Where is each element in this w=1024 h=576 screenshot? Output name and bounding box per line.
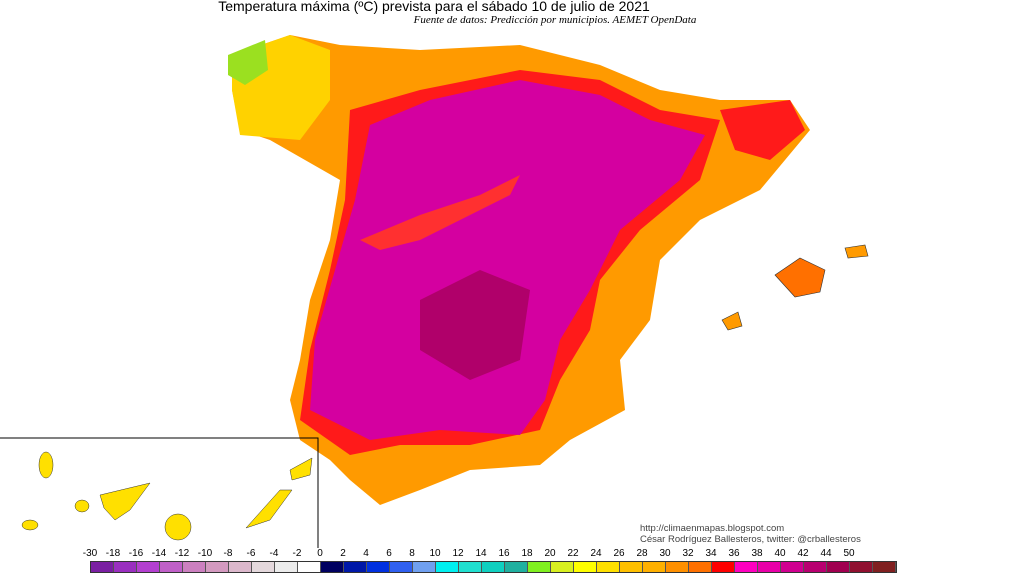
gran-canaria bbox=[164, 513, 192, 541]
legend-label: 32 bbox=[682, 548, 694, 559]
legend-swatch bbox=[298, 562, 321, 572]
east-red bbox=[720, 100, 805, 160]
legend-label: 6 bbox=[386, 548, 392, 559]
legend-label: 36 bbox=[728, 548, 740, 559]
color-legend: -30 -18 -16 -14 -12 -10 -8 -6 -4 -2 0 2 4 6 8 10 12 14 16 1… bbox=[83, 548, 897, 576]
legend-swatch bbox=[344, 562, 367, 572]
mallorca bbox=[774, 257, 826, 298]
legend-label: 44 bbox=[820, 548, 832, 559]
inset-frame bbox=[0, 437, 319, 548]
legend-label: 38 bbox=[751, 548, 763, 559]
el-hierro bbox=[21, 519, 39, 531]
legend-swatch bbox=[206, 562, 229, 572]
legend-label: 12 bbox=[452, 548, 464, 559]
legend-swatch bbox=[804, 562, 827, 572]
mountain-band bbox=[360, 175, 520, 250]
legend-swatch bbox=[551, 562, 574, 572]
legend-label: 0 bbox=[317, 548, 323, 559]
la-gomera bbox=[74, 499, 90, 513]
legend-swatch bbox=[597, 562, 620, 572]
legend-label: -30 bbox=[82, 548, 98, 559]
legend-label: 20 bbox=[544, 548, 556, 559]
legend-swatch bbox=[850, 562, 873, 572]
legend-label: 16 bbox=[498, 548, 510, 559]
menorca bbox=[844, 244, 869, 259]
legend-label: 24 bbox=[590, 548, 602, 559]
legend-label: 14 bbox=[475, 548, 487, 559]
legend-label: 40 bbox=[774, 548, 786, 559]
legend-swatch bbox=[413, 562, 436, 572]
legend-label: 50 bbox=[843, 548, 855, 559]
legend-swatch bbox=[689, 562, 712, 572]
legend-swatch bbox=[781, 562, 804, 572]
legend-swatch bbox=[505, 562, 528, 572]
fuerteventura bbox=[245, 489, 293, 529]
legend-label: -4 bbox=[269, 548, 279, 559]
legend-swatch bbox=[712, 562, 735, 572]
canary-inset bbox=[0, 437, 319, 548]
legend-label: -12 bbox=[174, 548, 190, 559]
legend-swatch bbox=[160, 562, 183, 572]
legend-swatch bbox=[183, 562, 206, 572]
legend-label: 2 bbox=[340, 548, 346, 559]
legend-swatch bbox=[252, 562, 275, 572]
credits: http://climaenmapas.blogspot.com César R… bbox=[640, 523, 861, 545]
legend-label: 10 bbox=[429, 548, 441, 559]
balearic-islands bbox=[721, 244, 869, 331]
ibiza bbox=[721, 311, 743, 331]
legend-swatch bbox=[459, 562, 482, 572]
legend-label: -16 bbox=[128, 548, 144, 559]
interior-hot bbox=[310, 80, 705, 440]
legend-swatch bbox=[666, 562, 689, 572]
legend-swatch bbox=[390, 562, 413, 572]
legend-label: 18 bbox=[521, 548, 533, 559]
legend-label: 30 bbox=[659, 548, 671, 559]
credits-author: César Rodríguez Ballesteros, twitter: @c… bbox=[640, 534, 861, 545]
lanzarote bbox=[289, 457, 313, 481]
legend-swatch bbox=[229, 562, 252, 572]
tenerife bbox=[99, 482, 151, 521]
legend-swatch bbox=[735, 562, 758, 572]
la-palma bbox=[38, 451, 54, 479]
legend-label: -18 bbox=[105, 548, 121, 559]
legend-label: 26 bbox=[613, 548, 625, 559]
map-subtitle: Fuente de datos: Predicción por municipi… bbox=[413, 14, 697, 26]
legend-swatch bbox=[528, 562, 551, 572]
legend-label: -6 bbox=[246, 548, 256, 559]
legend-label: -2 bbox=[292, 548, 302, 559]
legend-swatch bbox=[367, 562, 390, 572]
legend-swatch bbox=[91, 562, 114, 572]
legend-swatch bbox=[873, 562, 896, 572]
legend-swatch bbox=[321, 562, 344, 572]
legend-label: -10 bbox=[197, 548, 213, 559]
legend-label: 42 bbox=[797, 548, 809, 559]
legend-swatch bbox=[827, 562, 850, 572]
legend-swatch bbox=[620, 562, 643, 572]
legend-label: 22 bbox=[567, 548, 579, 559]
legend-swatch bbox=[482, 562, 505, 572]
legend-label: -8 bbox=[223, 548, 233, 559]
legend-swatch bbox=[758, 562, 781, 572]
peninsula bbox=[228, 35, 810, 505]
legend-bar bbox=[90, 561, 897, 573]
legend-label: 8 bbox=[409, 548, 415, 559]
map-title: Temperatura máxima (ºC) prevista para el… bbox=[218, 0, 650, 14]
legend-labels: -30 -18 -16 -14 -12 -10 -8 -6 -4 -2 0 2 4 6 8 10 12 14 16 1… bbox=[83, 548, 896, 560]
legend-label: -14 bbox=[151, 548, 167, 559]
legend-swatch bbox=[275, 562, 298, 572]
legend-swatch bbox=[114, 562, 137, 572]
legend-swatch bbox=[574, 562, 597, 572]
interior-core bbox=[420, 270, 530, 380]
legend-label: 28 bbox=[636, 548, 648, 559]
galicia-cool bbox=[228, 40, 268, 85]
legend-label: 4 bbox=[363, 548, 369, 559]
legend-label: 34 bbox=[705, 548, 717, 559]
legend-swatch bbox=[643, 562, 666, 572]
legend-swatch bbox=[137, 562, 160, 572]
credits-url: http://climaenmapas.blogspot.com bbox=[640, 523, 785, 534]
legend-swatch bbox=[436, 562, 459, 572]
